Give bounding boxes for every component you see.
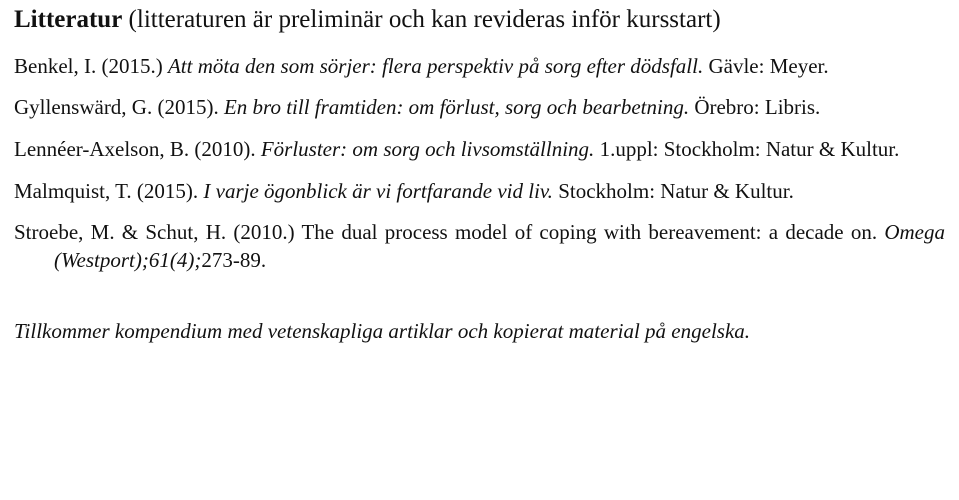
ref-pre: Malmquist, T. (2015). — [14, 179, 203, 203]
reference-gyllensward: Gyllenswärd, G. (2015). En bro till fram… — [14, 94, 945, 122]
ref-title: I varje ögonblick är vi fortfarande vid … — [203, 179, 553, 203]
section-heading: Litteratur (litteraturen är preliminär o… — [14, 4, 945, 37]
heading-bold: Litteratur — [14, 6, 122, 33]
ref-pre: Lennéer-Axelson, B. (2010). — [14, 137, 261, 161]
ref-post: 1.uppl: Stockholm: Natur & Kultur. — [594, 137, 899, 161]
ref-post: Stockholm: Natur & Kultur. — [553, 179, 794, 203]
ref-title: Att möta den som sörjer: flera perspekti… — [168, 54, 703, 78]
footer-note: Tillkommer kompendium med vetenskapliga … — [14, 319, 945, 344]
ref-pre: Stroebe, M. & Schut, H. (2010.) The dual… — [14, 220, 884, 244]
reference-lenneer: Lennéer-Axelson, B. (2010). Förluster: o… — [14, 136, 945, 164]
ref-pre: Gyllenswärd, G. (2015). — [14, 95, 224, 119]
ref-post: 273-89. — [201, 248, 266, 272]
reference-stroebe: Stroebe, M. & Schut, H. (2010.) The dual… — [14, 219, 945, 274]
ref-title: En bro till framtiden: om förlust, sorg … — [224, 95, 689, 119]
reference-malmquist: Malmquist, T. (2015). I varje ögonblick … — [14, 178, 945, 206]
ref-title: Förluster: om sorg och livsomställning. — [261, 137, 594, 161]
ref-post: Örebro: Libris. — [689, 95, 820, 119]
reference-benkel: Benkel, I. (2015.) Att möta den som sörj… — [14, 53, 945, 81]
heading-rest: (litteraturen är preliminär och kan revi… — [122, 6, 720, 33]
document-page: Litteratur (litteraturen är preliminär o… — [0, 0, 959, 344]
ref-post: Gävle: Meyer. — [703, 54, 828, 78]
ref-pre: Benkel, I. (2015.) — [14, 54, 168, 78]
